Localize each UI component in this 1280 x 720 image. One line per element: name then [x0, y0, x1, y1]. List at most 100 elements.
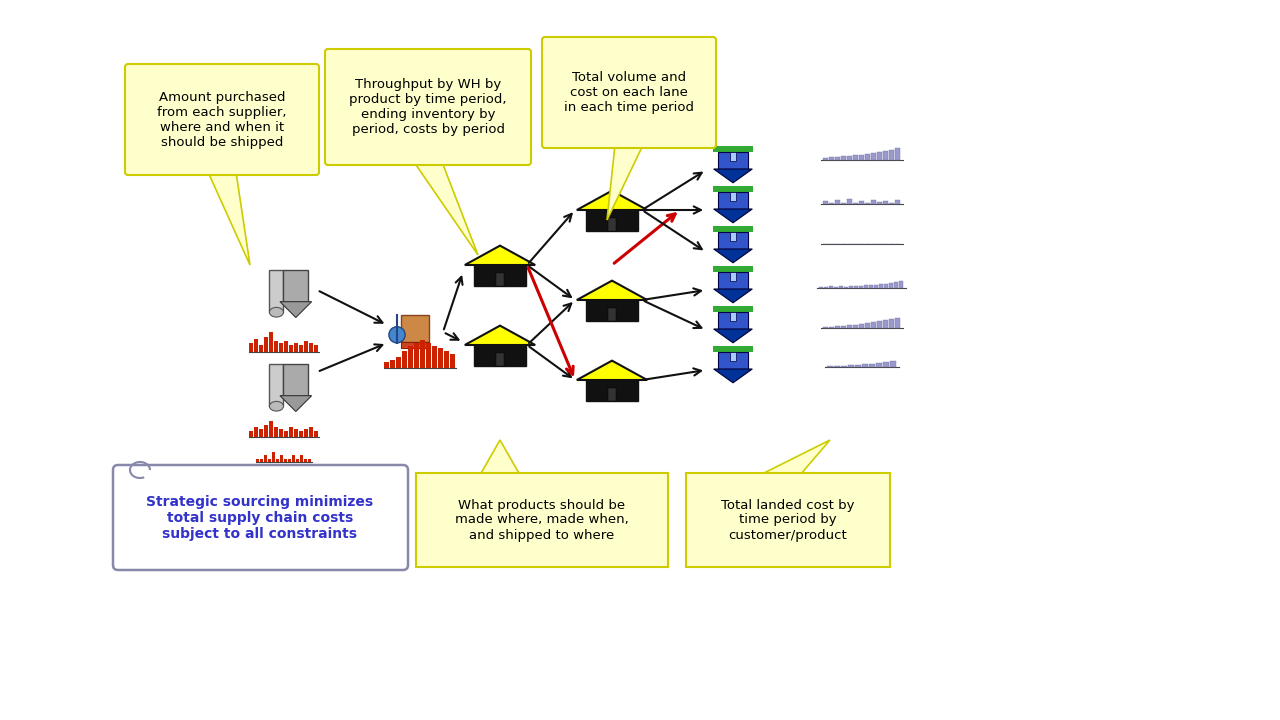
FancyBboxPatch shape [305, 341, 308, 352]
FancyBboxPatch shape [861, 364, 868, 367]
FancyBboxPatch shape [269, 421, 273, 437]
FancyBboxPatch shape [276, 459, 279, 462]
FancyBboxPatch shape [870, 200, 876, 204]
FancyBboxPatch shape [269, 270, 283, 312]
FancyBboxPatch shape [890, 319, 893, 328]
FancyBboxPatch shape [730, 353, 736, 361]
FancyBboxPatch shape [396, 357, 401, 368]
Ellipse shape [269, 402, 283, 411]
FancyBboxPatch shape [308, 459, 311, 462]
FancyBboxPatch shape [870, 322, 876, 328]
Polygon shape [714, 329, 753, 343]
FancyBboxPatch shape [859, 286, 864, 288]
FancyBboxPatch shape [308, 343, 314, 352]
FancyBboxPatch shape [294, 429, 298, 437]
FancyBboxPatch shape [895, 148, 900, 160]
FancyBboxPatch shape [273, 451, 275, 462]
FancyBboxPatch shape [433, 346, 436, 368]
FancyBboxPatch shape [408, 346, 413, 368]
FancyBboxPatch shape [401, 342, 429, 348]
FancyBboxPatch shape [874, 285, 878, 288]
FancyBboxPatch shape [264, 337, 268, 352]
FancyBboxPatch shape [841, 203, 846, 204]
FancyBboxPatch shape [730, 272, 736, 281]
FancyBboxPatch shape [274, 427, 278, 437]
FancyBboxPatch shape [890, 203, 893, 204]
FancyBboxPatch shape [900, 281, 904, 288]
FancyBboxPatch shape [859, 155, 864, 160]
FancyBboxPatch shape [474, 345, 526, 366]
FancyBboxPatch shape [829, 203, 835, 204]
FancyBboxPatch shape [847, 156, 852, 160]
Polygon shape [714, 249, 753, 263]
FancyBboxPatch shape [877, 321, 882, 328]
FancyBboxPatch shape [289, 346, 293, 352]
FancyBboxPatch shape [284, 431, 288, 437]
FancyBboxPatch shape [280, 455, 283, 462]
FancyBboxPatch shape [283, 364, 308, 396]
FancyBboxPatch shape [876, 363, 882, 367]
FancyBboxPatch shape [841, 156, 846, 160]
FancyBboxPatch shape [879, 284, 883, 288]
FancyBboxPatch shape [426, 343, 431, 368]
FancyBboxPatch shape [847, 365, 854, 367]
FancyBboxPatch shape [870, 153, 876, 160]
FancyBboxPatch shape [895, 200, 900, 204]
FancyBboxPatch shape [890, 150, 893, 160]
FancyBboxPatch shape [835, 200, 840, 204]
FancyBboxPatch shape [850, 286, 854, 288]
FancyBboxPatch shape [279, 429, 283, 437]
FancyBboxPatch shape [269, 332, 273, 352]
FancyBboxPatch shape [713, 186, 753, 192]
FancyBboxPatch shape [855, 365, 861, 367]
FancyBboxPatch shape [608, 308, 617, 321]
FancyBboxPatch shape [869, 285, 873, 288]
FancyBboxPatch shape [713, 146, 753, 153]
FancyBboxPatch shape [256, 459, 259, 462]
Text: Total landed cost by
time period by
customer/product: Total landed cost by time period by cust… [721, 498, 855, 541]
Polygon shape [714, 369, 753, 383]
FancyBboxPatch shape [730, 312, 736, 320]
Polygon shape [760, 440, 829, 475]
Polygon shape [714, 169, 753, 183]
FancyBboxPatch shape [718, 353, 748, 369]
FancyBboxPatch shape [890, 283, 893, 288]
FancyBboxPatch shape [305, 429, 308, 437]
Ellipse shape [269, 307, 283, 317]
Polygon shape [577, 191, 648, 210]
FancyBboxPatch shape [308, 427, 314, 437]
FancyBboxPatch shape [829, 286, 833, 288]
FancyBboxPatch shape [264, 425, 268, 437]
FancyBboxPatch shape [841, 326, 846, 328]
FancyBboxPatch shape [438, 348, 443, 368]
FancyBboxPatch shape [541, 37, 716, 148]
FancyBboxPatch shape [835, 326, 840, 328]
FancyBboxPatch shape [718, 153, 748, 169]
FancyBboxPatch shape [852, 203, 858, 204]
FancyBboxPatch shape [883, 201, 888, 204]
FancyBboxPatch shape [264, 455, 268, 462]
FancyBboxPatch shape [113, 465, 408, 570]
FancyBboxPatch shape [835, 157, 840, 160]
FancyBboxPatch shape [865, 203, 870, 204]
FancyBboxPatch shape [895, 282, 899, 288]
FancyBboxPatch shape [840, 286, 844, 288]
FancyBboxPatch shape [292, 455, 294, 462]
FancyBboxPatch shape [686, 473, 890, 567]
FancyBboxPatch shape [259, 429, 262, 437]
FancyBboxPatch shape [713, 306, 753, 312]
FancyBboxPatch shape [713, 346, 753, 353]
FancyBboxPatch shape [416, 473, 668, 567]
FancyBboxPatch shape [823, 327, 828, 328]
FancyBboxPatch shape [259, 346, 262, 352]
Polygon shape [607, 145, 643, 220]
FancyBboxPatch shape [608, 388, 617, 401]
FancyBboxPatch shape [718, 272, 748, 289]
FancyBboxPatch shape [877, 202, 882, 204]
FancyBboxPatch shape [864, 285, 869, 288]
FancyBboxPatch shape [730, 233, 736, 240]
Polygon shape [413, 162, 477, 255]
FancyBboxPatch shape [289, 427, 293, 437]
FancyBboxPatch shape [402, 351, 407, 368]
FancyBboxPatch shape [413, 343, 419, 368]
